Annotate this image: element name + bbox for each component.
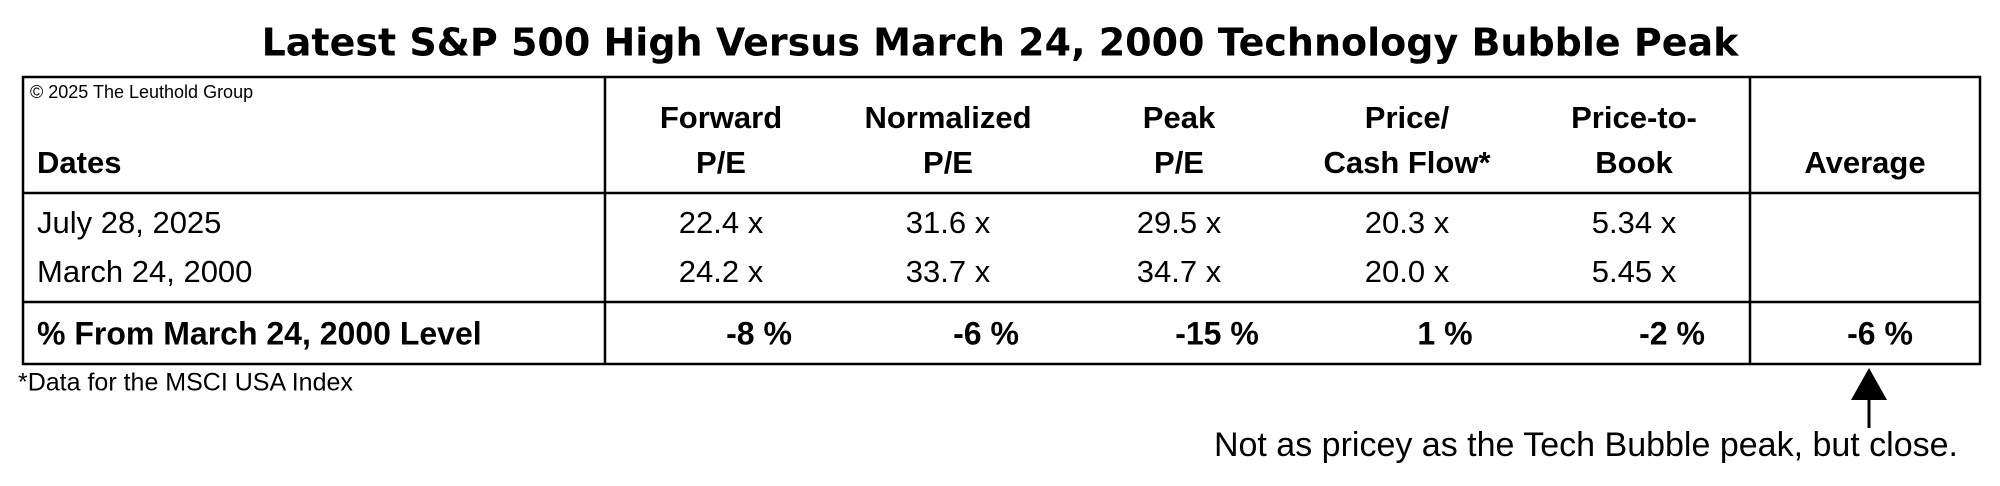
column-header: Dates xyxy=(37,145,121,180)
cell-value: 29.5 x xyxy=(1137,205,1222,240)
column-header: P/E xyxy=(1154,145,1204,180)
summary-value: 1 % xyxy=(1417,315,1472,351)
footnote: *Data for the MSCI USA Index xyxy=(18,369,353,397)
column-header: Cash Flow* xyxy=(1323,145,1491,180)
summary-value: -6 % xyxy=(953,315,1019,351)
row-label: March 24, 2000 xyxy=(37,254,252,289)
title: Latest S&P 500 High Versus March 24, 200… xyxy=(262,21,1740,65)
cell-value: 31.6 x xyxy=(906,205,991,240)
summary-value: -15 % xyxy=(1175,315,1259,351)
column-header: Normalized xyxy=(864,100,1031,135)
summary-value: -2 % xyxy=(1639,315,1705,351)
column-header: P/E xyxy=(696,145,746,180)
cell-value: 34.7 x xyxy=(1137,254,1222,289)
column-header: Average xyxy=(1804,145,1925,180)
summary-value: -8 % xyxy=(726,315,792,351)
row-label: July 28, 2025 xyxy=(37,205,221,240)
column-header: Peak xyxy=(1143,100,1216,135)
arrow-head xyxy=(1851,368,1887,400)
column-header: Forward xyxy=(660,100,782,135)
copyright: © 2025 The Leuthold Group xyxy=(30,82,253,102)
table-border xyxy=(21,75,1982,366)
cell-value: 5.45 x xyxy=(1592,254,1677,289)
column-header: Price-to- xyxy=(1571,100,1697,135)
cell-value: 33.7 x xyxy=(906,254,991,289)
cell-value: 24.2 x xyxy=(679,254,764,289)
summary-label: % From March 24, 2000 Level xyxy=(37,315,482,351)
cell-value: 20.3 x xyxy=(1365,205,1450,240)
column-header: Price/ xyxy=(1365,100,1450,135)
summary-value: -6 % xyxy=(1847,315,1913,351)
cell-value: 20.0 x xyxy=(1365,254,1450,289)
cell-value: 5.34 x xyxy=(1592,205,1677,240)
table: Dates Forward P/E Normalized P/E Peak P/E Price… xyxy=(37,100,1926,351)
column-header: P/E xyxy=(923,145,973,180)
column-header: Book xyxy=(1595,145,1673,180)
cell-value: 22.4 x xyxy=(679,205,764,240)
annotation: Not as pricey as the Tech Bubble peak, b… xyxy=(1214,426,1958,464)
